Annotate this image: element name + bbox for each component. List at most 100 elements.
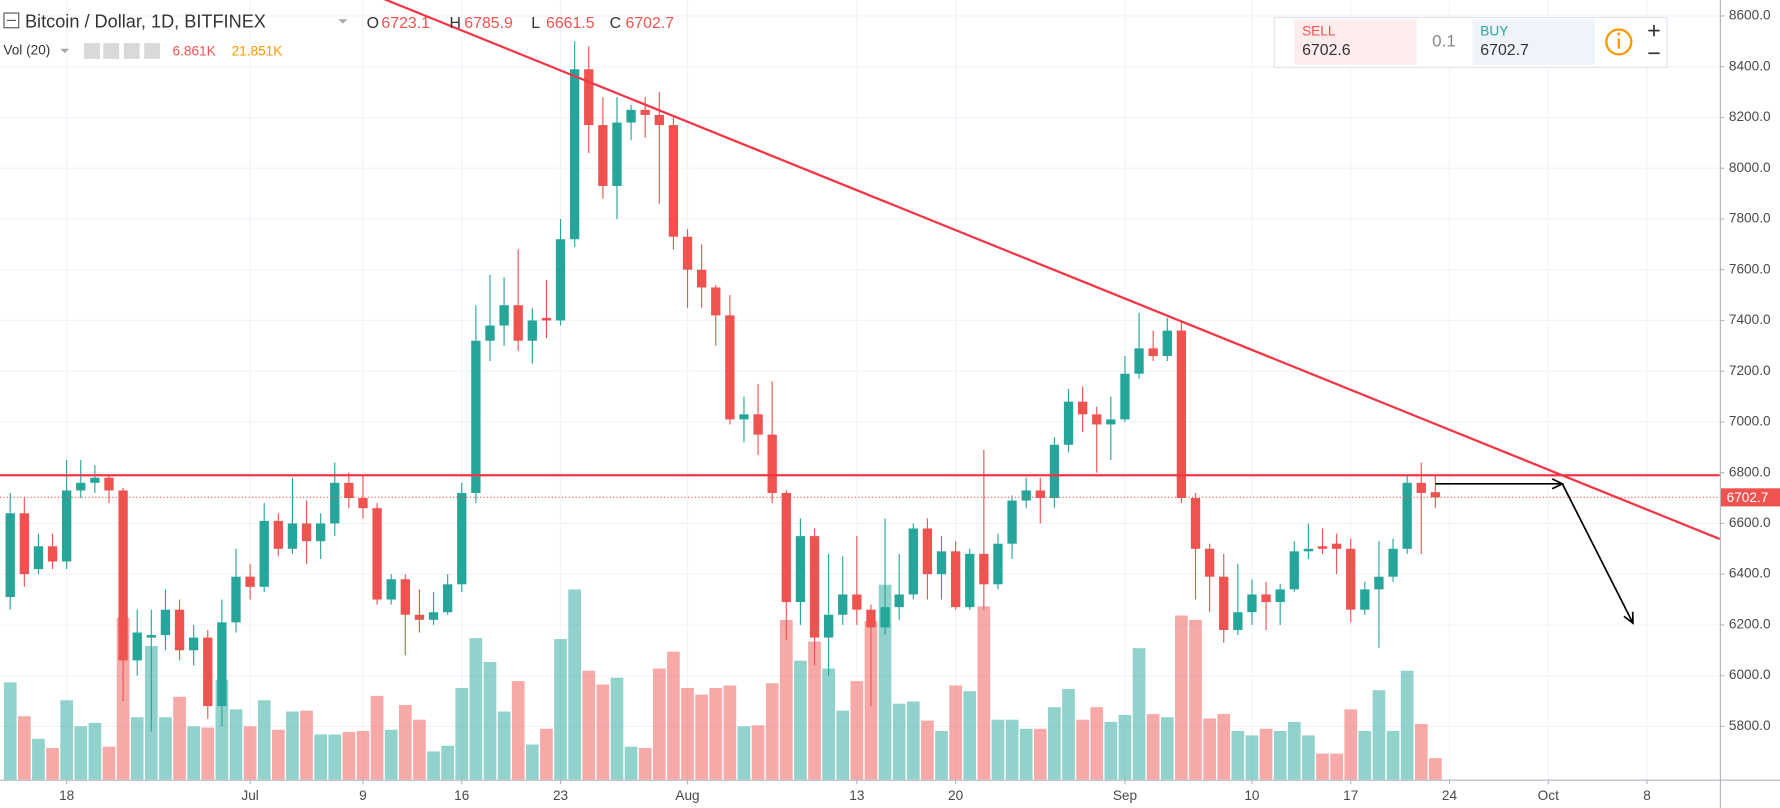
candle-body [471, 340, 481, 493]
ohlc-label: O [367, 15, 379, 32]
ohlc-label: H [450, 15, 461, 32]
y-tick-label: 8200.0 [1729, 109, 1771, 124]
candle-body [1233, 612, 1243, 630]
volume-bar [1287, 721, 1301, 780]
volume-ma-value: 21.851K [232, 44, 283, 59]
info-button[interactable] [1605, 28, 1633, 56]
ohlc-value: 6723.1 [381, 15, 430, 32]
settings-button[interactable] [84, 43, 100, 59]
volume-bar [921, 720, 934, 780]
candle-body [711, 287, 721, 316]
volume-bar [1160, 717, 1174, 780]
volume-bar [1217, 714, 1231, 780]
candle-body [894, 594, 904, 608]
candle-body [1331, 543, 1342, 549]
volume-bar [257, 700, 271, 780]
candle-body [146, 635, 156, 638]
volume-bar [695, 694, 708, 780]
candle-body [626, 109, 636, 123]
x-tick-label: 24 [1442, 788, 1458, 803]
candle-body [1388, 548, 1398, 577]
x-tick-label: Oct [1538, 788, 1559, 803]
candle-body [1077, 401, 1088, 415]
candle-body [1049, 444, 1060, 499]
candle-body [1219, 576, 1229, 630]
volume-bar [1344, 709, 1358, 780]
candle-body [880, 607, 890, 628]
candle-body [118, 490, 128, 661]
volume-bar [328, 734, 342, 780]
candle-body [33, 546, 44, 570]
volume-bar [370, 695, 384, 780]
volume-bar [610, 677, 624, 780]
candle-body [428, 612, 439, 620]
candle-body [457, 492, 467, 585]
volume-bar [1090, 707, 1104, 780]
x-tick-label: 9 [359, 788, 367, 803]
candle-body [1176, 330, 1187, 499]
candle-body [654, 114, 664, 126]
candle-body [203, 637, 213, 707]
candle-body [1289, 551, 1299, 590]
volume-bar [74, 726, 88, 780]
candle-body [1106, 419, 1116, 425]
candle-body [301, 523, 312, 542]
candle-body [372, 508, 382, 600]
x-tick-label: 10 [1244, 788, 1260, 803]
y-tick-label: 7200.0 [1729, 363, 1771, 378]
candle-body [188, 637, 199, 651]
candle-body [499, 305, 509, 326]
volume-bar [384, 729, 398, 780]
candle-body [696, 269, 707, 288]
volume-bar [681, 688, 694, 780]
volume-bar [102, 746, 116, 780]
candle-body [1035, 490, 1045, 499]
candle-body [47, 546, 58, 562]
volume-bar [1316, 753, 1329, 780]
trade-widget: SELL 6702.6 0.1 BUY 6702.7 [1273, 16, 1668, 68]
candle-body [1374, 576, 1384, 590]
volume-bar [794, 660, 807, 780]
quantity[interactable]: 0.1 [1432, 31, 1456, 50]
volume-bar [568, 589, 581, 780]
volume-bar [497, 711, 511, 780]
candles [5, 41, 1441, 732]
volume-value: 6.861K [173, 44, 216, 59]
candle-body [442, 584, 453, 613]
volume-bar [709, 688, 723, 780]
candle-body [231, 576, 241, 623]
remove-button[interactable] [144, 43, 161, 59]
volume-bar [878, 584, 892, 780]
candle-body [104, 477, 114, 491]
candle-body [330, 482, 340, 524]
candle-body [1360, 589, 1370, 610]
dropdown-arrow[interactable] [60, 48, 70, 54]
x-tick-label: 13 [849, 788, 864, 803]
sell-button[interactable] [1294, 19, 1417, 65]
arrow-head [1623, 611, 1634, 625]
candle-body [315, 523, 326, 542]
volume-bar [808, 641, 821, 780]
volume-bar [779, 619, 793, 780]
candle-body [485, 325, 495, 341]
volume-bar [1019, 728, 1033, 780]
candle-body [259, 520, 269, 587]
candle-body [908, 528, 918, 595]
candle-body [584, 69, 594, 126]
volume-bar [356, 731, 370, 780]
candle-body [513, 305, 523, 341]
volume-bar [46, 747, 59, 780]
candle-body [555, 239, 566, 321]
buy-button[interactable] [1472, 19, 1595, 65]
volume-bar [906, 701, 920, 780]
candle-body [386, 579, 396, 600]
add-button[interactable] [123, 43, 140, 59]
dropdown-arrow[interactable] [338, 19, 348, 24]
trend-line [383, 0, 1720, 541]
candle-body [76, 482, 86, 491]
candle-body [682, 236, 693, 270]
settings-button[interactable] [103, 43, 120, 59]
x-tick-label: Jul [241, 788, 258, 803]
candle-body [1402, 482, 1412, 549]
